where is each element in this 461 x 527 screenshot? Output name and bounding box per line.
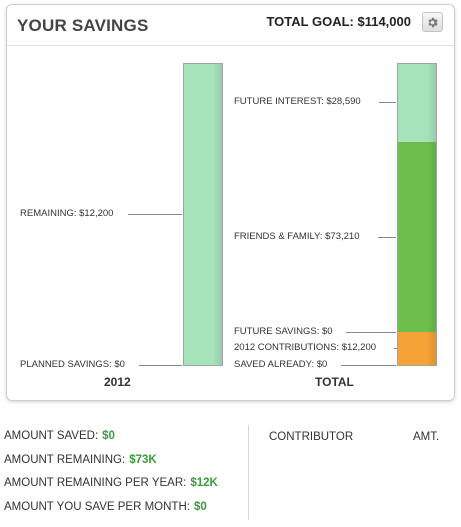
stat-label: AMOUNT SAVED:	[4, 430, 99, 442]
stat-value: $0	[102, 430, 115, 442]
label-future-savings: FUTURE SAVINGS: $0	[234, 326, 333, 337]
category-label-total: TOTAL	[315, 375, 354, 389]
stat-amount-remaining: AMOUNT REMAINING: $73K	[4, 454, 249, 478]
bar-segment-future-interest	[398, 64, 436, 143]
label-saved-already: SAVED ALREADY: $0	[234, 359, 328, 370]
leader-line	[139, 365, 182, 366]
column-divider	[248, 425, 249, 520]
leader-line	[378, 237, 396, 238]
leader-line	[341, 365, 396, 366]
gear-icon	[428, 17, 438, 27]
stat-value: $12K	[190, 477, 218, 489]
leader-line	[394, 348, 397, 349]
leader-line	[379, 102, 396, 103]
stat-label: AMOUNT YOU SAVE PER MONTH:	[4, 500, 190, 513]
stat-label: AMOUNT REMAINING PER YEAR:	[4, 477, 187, 489]
stat-value: $73K	[129, 453, 157, 466]
stat-amount-saved: AMOUNT SAVED: $0	[4, 430, 249, 454]
total-goal-label: TOTAL GOAL:	[266, 14, 354, 29]
bar-segment-2012-contributions	[398, 331, 436, 365]
page-title: YOUR SAVINGS	[17, 16, 149, 35]
savings-stats: AMOUNT SAVED: $0 AMOUNT REMAINING: $73K AM…	[4, 430, 249, 524]
settings-button[interactable]	[422, 12, 443, 32]
total-goal: TOTAL GOAL: $114,000	[266, 14, 411, 29]
label-future-interest: FUTURE INTEREST: $28,590	[234, 96, 361, 107]
bar-total	[397, 63, 437, 366]
total-goal-value: $114,000	[357, 14, 411, 29]
label-planned-savings: PLANNED SAVINGS: $0	[20, 359, 125, 370]
column-header-contributor[interactable]: CONTRIBUTOR	[269, 431, 354, 443]
label-remaining: REMAINING: $12,200	[20, 208, 114, 219]
label-2012-contributions: 2012 CONTRIBUTIONS: $12,200	[234, 342, 377, 353]
leader-line	[128, 214, 182, 215]
category-label-2012: 2012	[104, 375, 131, 389]
card-header: YOUR SAVINGS TOTAL GOAL: $114,000	[7, 5, 454, 46]
savings-card: YOUR SAVINGS TOTAL GOAL: $114,000 REMAIN…	[6, 4, 455, 401]
leader-line	[346, 332, 396, 333]
stat-amount-save-per-month: AMOUNT YOU SAVE PER MONTH: $0	[4, 501, 249, 525]
stat-value: $0	[193, 500, 207, 513]
bar-segment-friends-family	[398, 142, 436, 332]
column-header-amount[interactable]: AMT.	[413, 431, 440, 443]
stat-amount-remaining-per-year: AMOUNT REMAINING PER YEAR: $12K	[4, 477, 249, 501]
label-friends-family: FRIENDS & FAMILY: $73,210	[234, 231, 360, 242]
bar-2012	[183, 63, 223, 366]
stat-label: AMOUNT REMAINING:	[4, 453, 126, 466]
bar-segment-remaining	[184, 64, 222, 365]
